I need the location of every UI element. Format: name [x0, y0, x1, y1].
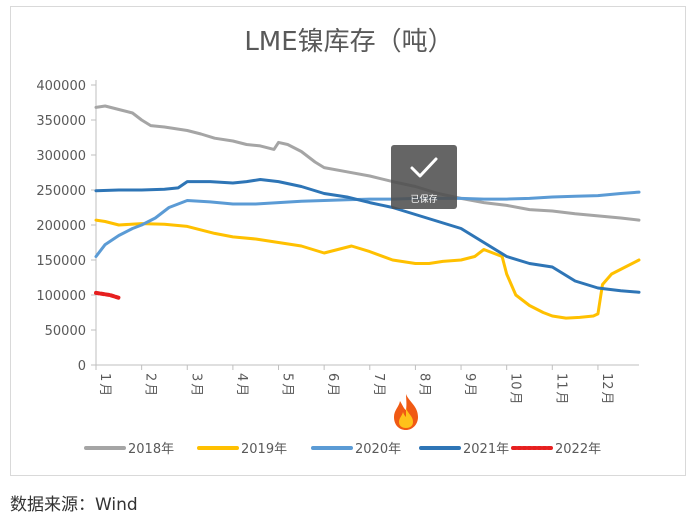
source-note: 数据来源：Wind — [10, 495, 138, 515]
x-tick-number: 11 — [553, 373, 568, 390]
legend-label: 2018年 — [128, 442, 174, 457]
x-tick-label: 7月 — [371, 373, 386, 396]
legend-label: 2019年 — [241, 442, 287, 457]
y-tick-label: 200000 — [36, 219, 86, 234]
axes — [91, 80, 639, 370]
x-tick-label: 8月 — [416, 373, 431, 396]
x-tick-number: 9 — [462, 373, 477, 381]
series-line-2020年 — [94, 190, 641, 258]
x-tick-unit: 月 — [325, 383, 340, 396]
x-tick-number: 10 — [508, 373, 523, 390]
legend-label: 2022年 — [555, 442, 601, 457]
x-tick-text: 3月 — [188, 373, 203, 396]
series-line-2019年 — [94, 218, 641, 320]
saved-label: 已保存 — [410, 195, 438, 205]
x-tick-label: 5月 — [280, 373, 295, 396]
series-line-2018年 — [94, 104, 641, 222]
x-tick-unit: 月 — [143, 383, 158, 396]
x-tick-unit: 月 — [416, 383, 431, 396]
y-tick-label: 250000 — [36, 184, 86, 199]
series-lines — [94, 104, 641, 320]
x-tick-unit: 月 — [599, 392, 614, 405]
x-tick-number: 4 — [234, 373, 249, 381]
checkmark-icon — [410, 157, 438, 178]
y-tick-label: 300000 — [36, 149, 86, 164]
y-tick-label: 150000 — [36, 254, 86, 269]
x-tick-label: 4月 — [234, 373, 249, 396]
x-tick-label: 1月 — [97, 373, 112, 396]
legend: 2018年 2019年 2020年 2021年 2022年 — [84, 442, 601, 457]
y-tick-label: 100000 — [36, 289, 86, 304]
x-tick-unit: 月 — [234, 383, 249, 396]
series-line-2022年 — [94, 290, 121, 300]
x-tick-label: 3月 — [188, 373, 203, 396]
x-tick-number: 2 — [143, 373, 158, 381]
x-tick-label: 11 月 — [553, 373, 568, 405]
chart-frame: LME镍库存（吨） 0 50000 100000 150000 200000 250000… — [10, 6, 686, 476]
x-tick-number: 5 — [280, 373, 295, 381]
x-tick-text: 2月 — [143, 373, 158, 396]
x-tick-unit: 月 — [188, 383, 203, 396]
y-tick-label: 50000 — [45, 324, 86, 339]
saved-toast: 已保存 — [391, 145, 457, 209]
x-tick-text: 4月 — [234, 373, 249, 396]
x-tick-unit: 月 — [553, 392, 568, 405]
x-tick-number: 7 — [371, 373, 386, 381]
x-tick-number: 12 — [599, 373, 614, 390]
x-tick-text: 5月 — [280, 373, 295, 396]
x-tick-unit: 月 — [462, 383, 477, 396]
x-tick-unit: 月 — [280, 383, 295, 396]
x-tick-text: 11 月 — [553, 373, 568, 405]
x-tick-text: 8月 — [416, 373, 431, 396]
x-tick-text: 1月 — [97, 373, 112, 396]
x-tick-text: 6月 — [325, 373, 340, 396]
series-line-2021年 — [94, 178, 641, 294]
x-tick-text: 9月 — [462, 373, 477, 396]
chart-svg: LME镍库存（吨） 0 50000 100000 150000 200000 250000… — [36, 27, 641, 457]
x-tick-text: 12 月 — [599, 373, 614, 405]
x-tick-unit: 月 — [371, 383, 386, 396]
legend-label: 2020年 — [355, 442, 401, 457]
y-tick-label: 350000 — [36, 114, 86, 129]
x-tick-unit: 月 — [97, 383, 112, 396]
y-tick-label: 400000 — [36, 79, 86, 94]
flame-icon — [394, 394, 418, 430]
chart-title: LME镍库存（吨） — [244, 27, 453, 57]
x-tick-text: 7月 — [371, 373, 386, 396]
y-axis-labels: 0 50000 100000 150000 200000 250000 300000 3500… — [36, 79, 86, 374]
x-tick-number: 8 — [416, 373, 431, 381]
y-tick-label: 0 — [78, 359, 86, 374]
x-tick-label: 9月 — [462, 373, 477, 396]
x-tick-label: 2月 — [143, 373, 158, 396]
x-tick-label: 6月 — [325, 373, 340, 396]
legend-label: 2021年 — [463, 442, 509, 457]
x-tick-text: 10 月 — [508, 373, 523, 405]
x-tick-unit: 月 — [508, 392, 523, 405]
x-tick-label: 10 月 — [508, 373, 523, 405]
x-tick-label: 12 月 — [599, 373, 614, 405]
x-tick-number: 3 — [188, 373, 203, 381]
x-tick-number: 6 — [325, 373, 340, 381]
x-tick-number: 1 — [97, 373, 112, 381]
